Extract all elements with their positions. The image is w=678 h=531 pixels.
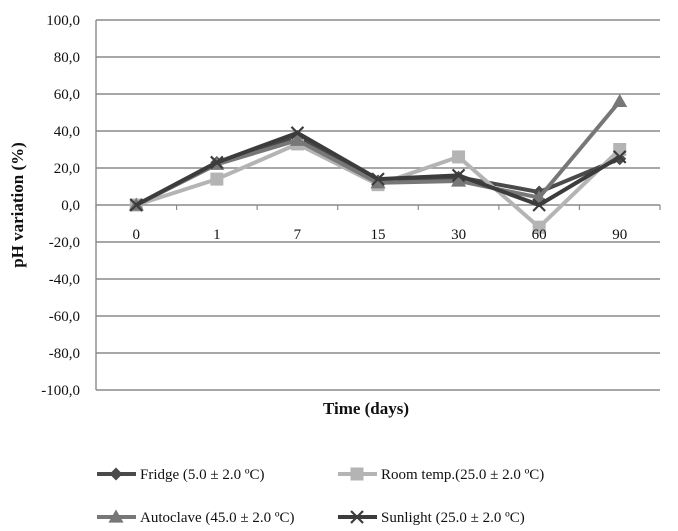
legend-label: Autoclave (45.0 ± 2.0 ºC) [140, 510, 295, 526]
data-point [370, 175, 386, 189]
y-tick-labels: 100,0 80,0 60,0 40,0 20,0 0,0 -20,0 -40,0 -60,0 -… [41, 13, 80, 399]
legend-item: Fridge (5.0 ± 2.0 ºC) [97, 467, 265, 483]
legend-label: Fridge (5.0 ± 2.0 ºC) [140, 467, 265, 483]
x-tick-label: 15 [371, 227, 386, 243]
y-tick-label: 20,0 [54, 161, 80, 177]
y-tick-label: -20,0 [49, 235, 80, 251]
x-tick-label: 30 [451, 227, 466, 243]
data-point [290, 126, 305, 140]
x-tick-label: 7 [294, 227, 302, 243]
legend-swatch-marker [350, 510, 364, 524]
data-point [451, 173, 467, 187]
series-line [135, 134, 621, 207]
data-point [210, 172, 224, 186]
data-point [451, 168, 466, 183]
legend-swatch-marker [108, 509, 124, 523]
data-point [532, 198, 546, 212]
x-tick-label: 0 [133, 227, 141, 243]
x-tick-label: 1 [213, 227, 221, 243]
y-tick-label: 60,0 [54, 87, 80, 103]
y-tick-label: -100,0 [41, 383, 80, 399]
series-lines [128, 93, 628, 234]
legend: Fridge (5.0 ± 2.0 ºC) Room temp.(25.0 ± 2… [97, 467, 544, 526]
series-line [135, 130, 621, 207]
y-tick-label: 80,0 [54, 50, 80, 66]
x-tick-labels: 0 1 7 15 30 60 90 [133, 227, 628, 243]
data-point [289, 132, 305, 146]
data-point [613, 143, 627, 156]
y-tick-label: 0,0 [61, 198, 80, 214]
x-tick-label: 90 [612, 227, 627, 243]
legend-label: Room temp.(25.0 ± 2.0 ºC) [381, 467, 544, 483]
data-point [129, 198, 144, 212]
series-x [129, 126, 627, 212]
x-axis-label: Time (days) [323, 399, 409, 418]
legend-swatch-marker [350, 467, 364, 481]
y-tick-label: 100,0 [46, 13, 80, 29]
gridlines [95, 19, 661, 391]
data-point [371, 172, 385, 186]
legend-item: Room temp.(25.0 ± 2.0 ºC) [338, 467, 544, 483]
legend-swatch-marker [109, 467, 123, 481]
data-point [612, 93, 628, 108]
y-axis-label: pH variation (%) [8, 142, 27, 268]
x-tick-label: 60 [532, 227, 547, 243]
data-point [452, 150, 466, 164]
series-triangle [128, 93, 628, 211]
legend-item: Autoclave (45.0 ± 2.0 ºC) [97, 509, 295, 526]
y-tick-label: -80,0 [49, 346, 80, 362]
y-tick-label: -40,0 [49, 272, 80, 288]
data-point [612, 150, 627, 164]
legend-item: Sunlight (25.0 ± 2.0 ºC) [338, 510, 525, 526]
data-point [210, 155, 224, 170]
data-point [532, 220, 546, 234]
y-tick-label: -60,0 [49, 309, 80, 325]
legend-label: Sunlight (25.0 ± 2.0 ºC) [381, 510, 525, 526]
y-tick-label: 40,0 [54, 124, 80, 140]
